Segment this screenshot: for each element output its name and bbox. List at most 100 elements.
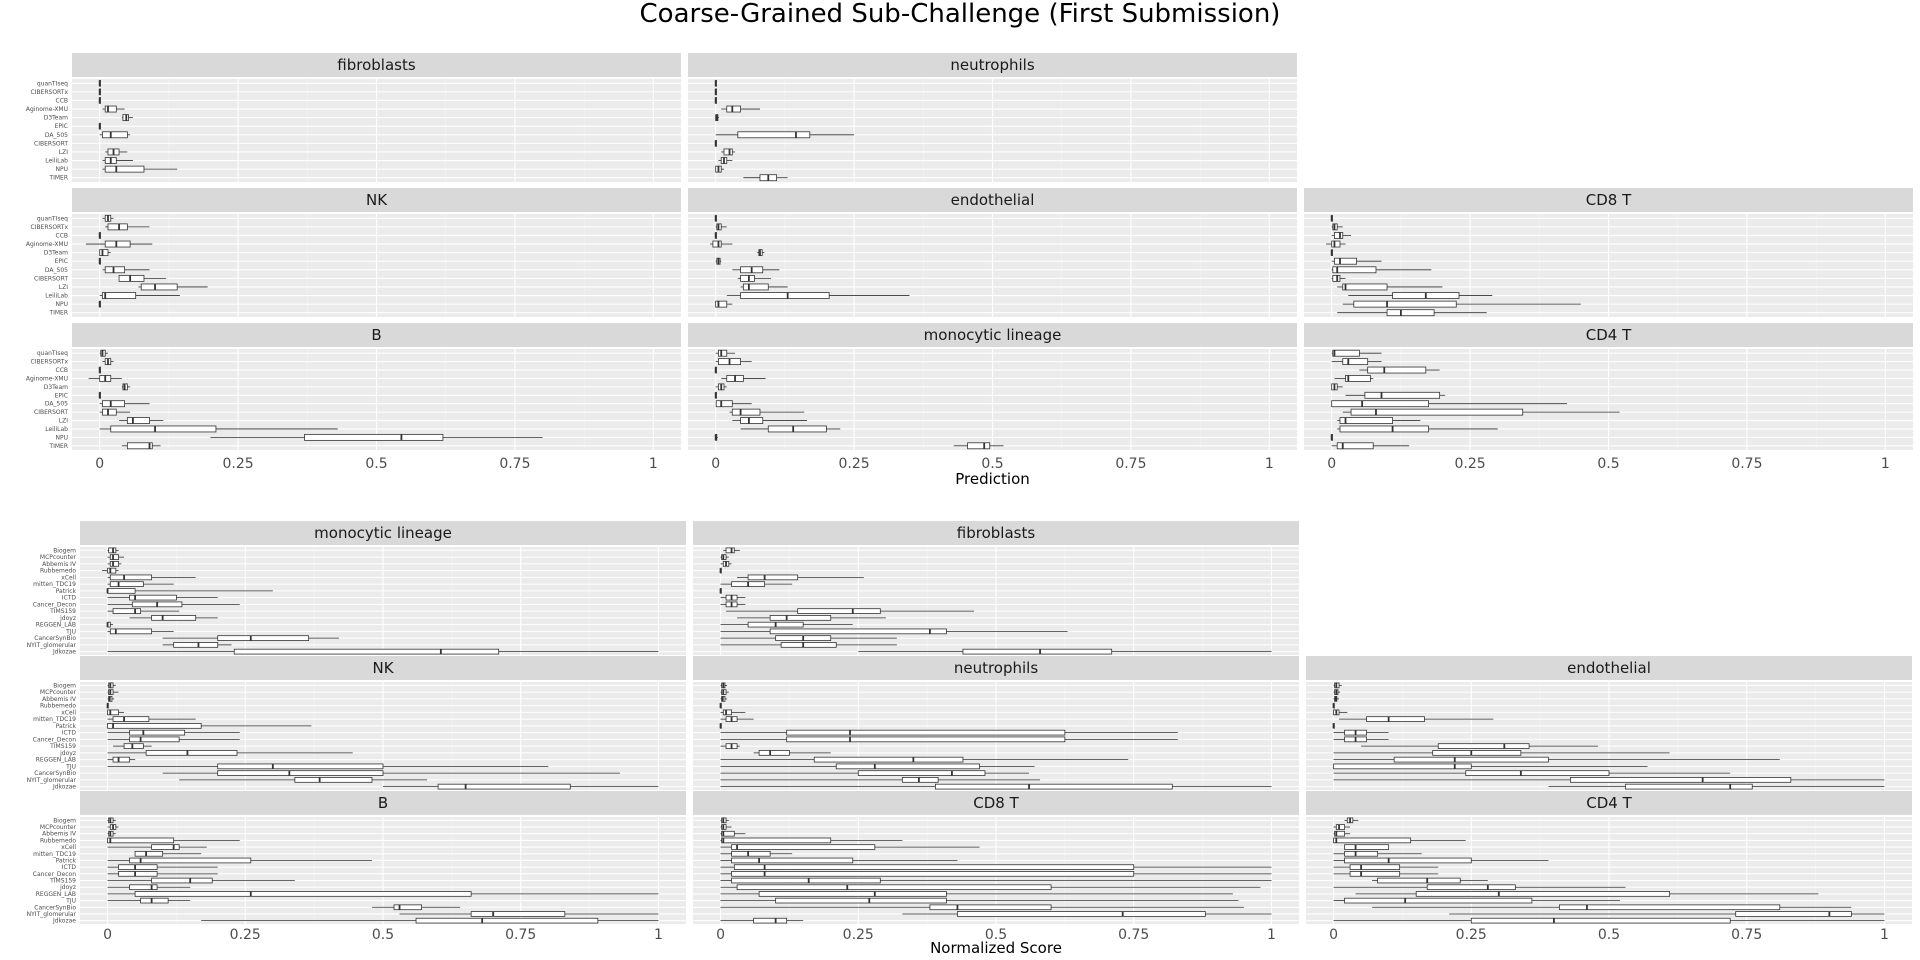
box-rubbemedo [107,837,240,844]
iqr-box [1344,850,1379,857]
iqr-box [118,864,158,870]
iqr-box [1342,358,1369,366]
y-tick-label: LZI [59,149,68,156]
box-leililab [1348,292,1493,299]
box-abbemis-iv [107,561,122,567]
strip-label: NK [366,191,388,209]
iqr-box [107,709,119,716]
iqr-box [129,884,158,891]
box-mitten-tdc19 [720,716,754,722]
iqr-box [731,408,761,416]
iqr-box [1470,917,1731,924]
box-d3team [121,114,133,122]
y-tick-label: Rubbemedo [40,837,76,844]
x-tick-label: 0.25 [843,927,874,943]
box-quantiseq [1331,349,1382,357]
y-tick-label: CCB [56,367,69,374]
box-d3team [1331,383,1343,391]
box-quantiseq [1330,214,1333,222]
y-tick-label: quanTIseq [37,350,68,357]
y-tick-label: xCell [61,709,76,716]
box-cancer-decon [720,601,746,608]
strip-label: neutrophils [954,659,1039,677]
box-abbemis-iv [720,830,746,837]
strip-fibroblasts [72,53,681,77]
box-jdkozae [858,648,1272,655]
y-tick-label: TIMER [48,175,68,182]
box-reggen-lab [107,756,136,763]
iqr-box [758,891,947,897]
box-quantiseq [714,79,717,87]
iqr-box [1367,366,1427,374]
iqr-box [935,783,1173,790]
box-xcell [720,844,980,850]
box-cancersynbio [162,770,620,776]
strip-nk [80,656,686,680]
iqr-box [126,417,150,424]
box-aginome-xmu [88,375,122,382]
iqr-box [102,131,128,139]
box-rubbemedo [719,567,722,574]
y-tick-label: xCell [61,844,76,851]
y-tick-label: Jdkozae [52,918,76,925]
box-tims159 [107,877,295,884]
iqr-box [102,400,125,408]
y-tick-label: quanTIseq [37,80,68,87]
y-tick-label: D3Team [44,384,68,391]
strip-fibroblasts [693,521,1299,545]
box-tims159 [720,877,1272,884]
iqr-box [102,408,117,416]
box-xcell [107,574,196,581]
box-ccb [98,97,101,104]
x-tick-label: 0.5 [985,927,1007,943]
box-tju [720,628,1068,635]
iqr-box [737,131,811,139]
y-tick-label: CIBERSORTx [30,89,68,96]
iqr-box [786,729,1066,736]
iqr-box [118,871,158,877]
box-cancersynbio [371,904,461,911]
box-da-505 [99,400,150,408]
box-lzi [119,417,164,424]
iqr-box [1353,300,1457,308]
iqr-box [1350,408,1524,416]
panel-endothelial: endothelial [688,188,1297,317]
x-tick-label: 0.5 [365,456,387,472]
iqr-box [957,911,1206,917]
strip-label: B [371,326,381,344]
iqr-box [1415,891,1670,897]
iqr-box [733,864,1135,870]
strip-label: monocytic lineage [314,524,452,542]
box-tju [720,763,1035,770]
iqr-box [118,274,145,282]
box-ictd [107,594,218,601]
box-lzi [732,417,808,424]
panel-cd4-t: CD4 T 0 0.25 0.5 0.75 1 [1306,791,1912,943]
box-ictd [107,864,218,870]
box-patrick [1333,857,1549,864]
x-tick-label: 0.75 [1118,927,1149,943]
y-tick-label: LeiliLab [45,426,68,433]
box-ccb [714,97,717,104]
y-tick-label: CCB [56,97,69,104]
strip-label: fibroblasts [337,56,416,74]
y-tick-label: quanTIseq [37,215,68,222]
iqr-box [722,709,732,716]
y-tick-label: TIMS159 [49,743,76,750]
box-patrick [719,588,722,594]
y-tick-label: LeiliLab [45,293,68,300]
iqr-box [470,911,566,917]
x-tick-label: 0.25 [223,456,254,472]
y-tick-label: TJU [65,898,76,905]
iqr-box [797,608,881,614]
box-abbemis-iv [720,696,728,702]
box-da-505 [1331,400,1567,408]
box-mcpcounter [720,824,732,830]
strip-cd4-t [1306,791,1912,815]
strip-endothelial [1306,656,1912,680]
box-cibersort [99,408,131,416]
box-leililab [1337,425,1498,433]
